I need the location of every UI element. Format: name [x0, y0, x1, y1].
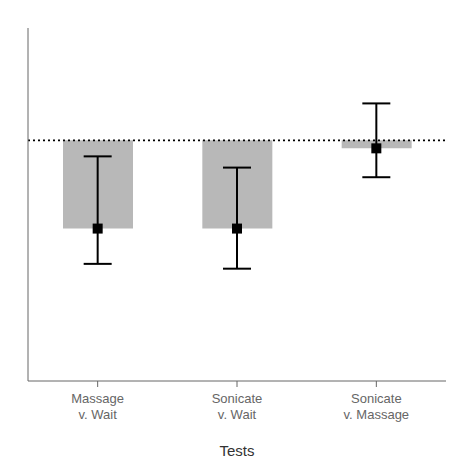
svg-text:Sonicatev. Wait: Sonicatev. Wait: [212, 391, 263, 422]
svg-text:Sonicatev. Massage: Sonicatev. Massage: [344, 391, 410, 422]
svg-text:Massagev. Wait: Massagev. Wait: [71, 391, 124, 422]
svg-text:Tests: Tests: [219, 442, 254, 459]
